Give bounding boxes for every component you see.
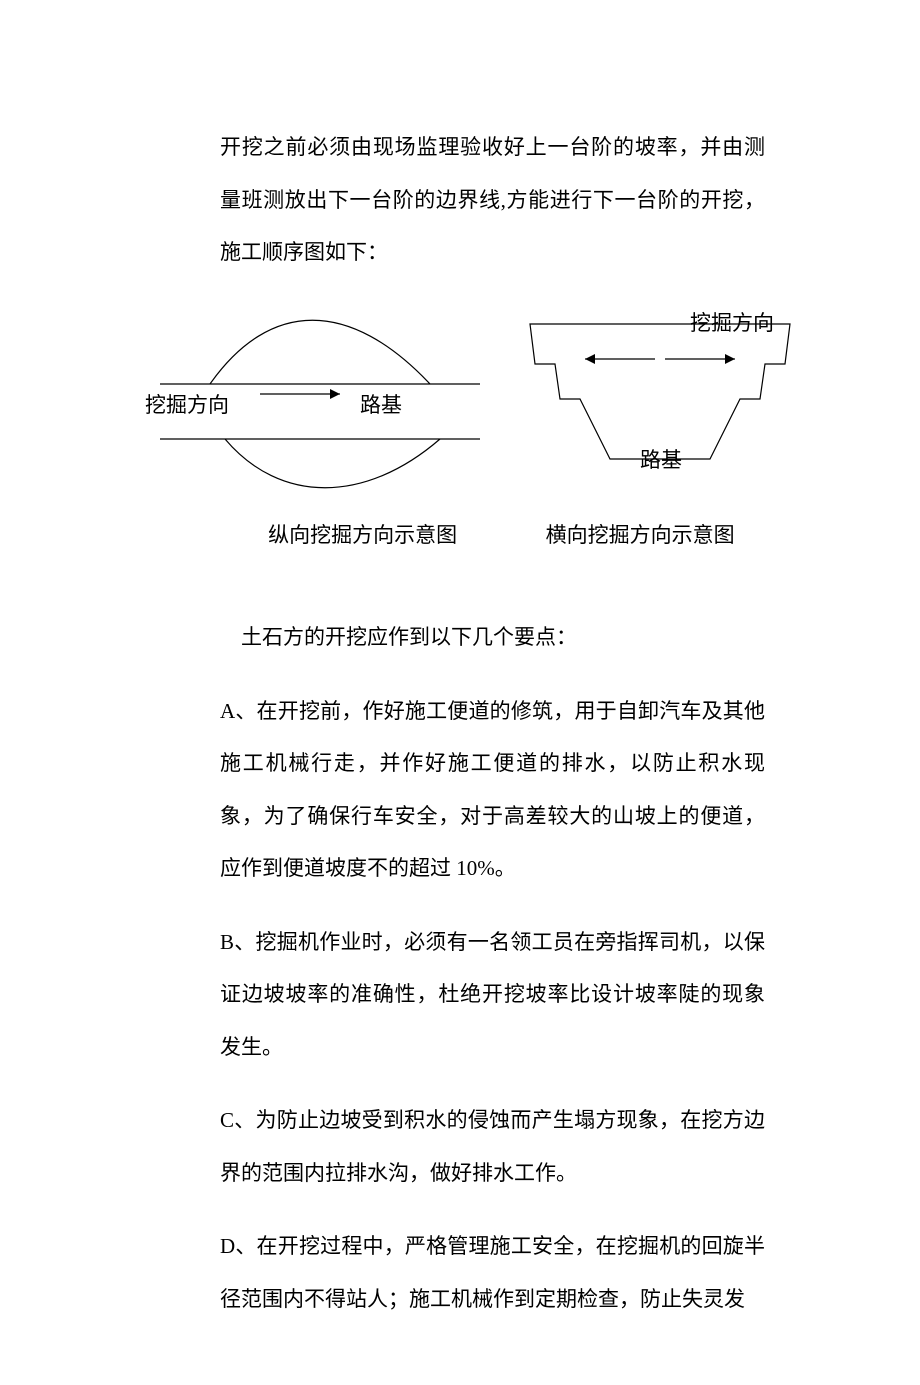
d2-direction-label: 挖掘方向 [690, 297, 774, 350]
section-heading: 土石方的开挖应作到以下几个要点： [220, 611, 765, 664]
caption-longitudinal: 纵向挖掘方向示意图 [210, 509, 515, 562]
point-d: D、在开挖过程中，严格管理施工安全，在挖掘机的回旋半径范围内不得站人；施工机械作… [220, 1220, 765, 1325]
point-b: B、挖掘机作业时，必须有一名领工员在旁指挥司机，以保证边坡坡率的准确性，杜绝开挖… [220, 916, 765, 1074]
d1-roadbed-label: 路基 [360, 379, 402, 432]
point-a: A、在开挖前，作好施工便道的修筑，用于自卸汽车及其他施工机械行走，并作好施工便道… [220, 685, 765, 895]
document-page: 开挖之前必须由现场监理验收好上一台阶的坡率，并由测量班测放出下一台阶的边界线,方… [0, 0, 920, 1385]
diagram-row: 挖掘方向 路基 挖掘方向 路基 [150, 289, 785, 509]
d2-roadbed-label: 路基 [640, 434, 682, 487]
d1-direction-label: 挖掘方向 [145, 379, 229, 432]
intro-paragraph: 开挖之前必须由现场监理验收好上一台阶的坡率，并由测量班测放出下一台阶的边界线,方… [220, 121, 765, 279]
caption-transverse: 横向挖掘方向示意图 [515, 509, 765, 562]
diagram-captions: 纵向挖掘方向示意图 横向挖掘方向示意图 [210, 509, 765, 562]
point-c: C、为防止边坡受到积水的侵蚀而产生塌方现象，在挖方边界的范围内拉排水沟，做好排水… [220, 1094, 765, 1199]
